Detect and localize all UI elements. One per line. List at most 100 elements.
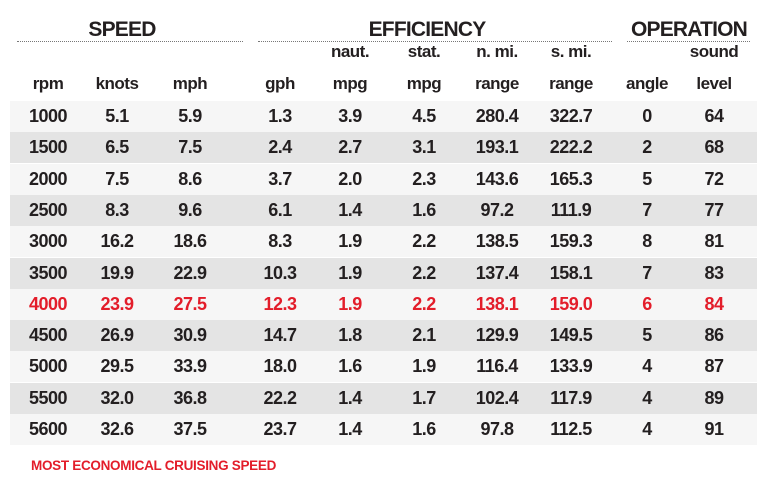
table-cell: 1.9 bbox=[338, 293, 362, 314]
column-header-bottom: mph bbox=[172, 74, 208, 93]
table-cell: 137.4 bbox=[475, 262, 519, 283]
column-header-top: stat. bbox=[407, 42, 441, 61]
table-cell: 1000 bbox=[28, 106, 68, 126]
table-cell: 1.3 bbox=[268, 106, 292, 126]
table-cell: 165.3 bbox=[549, 168, 593, 189]
table-cell: 129.9 bbox=[475, 325, 519, 346]
table-cell: 4500 bbox=[28, 325, 68, 346]
table-cell: 1.9 bbox=[338, 231, 362, 252]
table-cell: 29.5 bbox=[100, 356, 134, 377]
footnote: MOST ECONOMICAL CRUISING SPEED bbox=[31, 458, 277, 473]
table-cell: 32.0 bbox=[100, 387, 134, 408]
table-cell: 1.6 bbox=[412, 199, 436, 220]
table-row: 4500 26.9 30.9 14.7 1.8 2.1 129.9 149.5 5 86 bbox=[10, 320, 757, 352]
table-row: 1500 6.5 7.5 2.4 2.7 3.1 193.1 222.2 2 68 bbox=[10, 132, 757, 164]
table-cell: 6 bbox=[642, 293, 652, 314]
table-row: 1000 5.1 5.9 1.3 3.9 4.5 280.4 322.7 0 64 bbox=[10, 101, 757, 132]
table-cell: 23.9 bbox=[100, 293, 134, 314]
table-cell: 0 bbox=[642, 106, 652, 126]
column-header-top: sound bbox=[689, 42, 739, 61]
table-cell: 5.1 bbox=[105, 106, 129, 126]
table-cell: 18.0 bbox=[263, 356, 297, 377]
table-cell: 158.1 bbox=[549, 262, 593, 283]
column-header-bottom: range bbox=[475, 74, 519, 93]
column-header-top: naut. bbox=[330, 42, 370, 61]
table-cell: 68 bbox=[704, 137, 724, 158]
table-cell: 7.5 bbox=[178, 137, 202, 158]
table-cell: 138.1 bbox=[475, 293, 519, 314]
column-header-bottom: mpg bbox=[406, 74, 442, 93]
table-cell: 159.0 bbox=[549, 293, 593, 314]
table-cell: 1.4 bbox=[338, 199, 362, 220]
column-header-bottom: mpg bbox=[332, 74, 368, 93]
table-cell: 4 bbox=[642, 419, 652, 439]
efficiency-divider bbox=[258, 41, 612, 42]
column-header-bottom: rpm bbox=[32, 74, 64, 93]
table-cell: 5 bbox=[642, 168, 652, 189]
table-cell: 19.9 bbox=[100, 262, 134, 283]
table-cell: 4 bbox=[642, 387, 652, 408]
column-header-bottom: angle bbox=[626, 74, 668, 93]
table-cell: 4 bbox=[642, 356, 652, 377]
table-cell: 5 bbox=[642, 325, 652, 346]
table-row: 3000 16.2 18.6 8.3 1.9 2.2 138.5 159.3 8 81 bbox=[10, 226, 757, 258]
table-cell: 2500 bbox=[28, 199, 68, 220]
column-header-bottom: knots bbox=[95, 74, 139, 93]
table-cell: 97.8 bbox=[480, 419, 514, 439]
table-cell: 1.8 bbox=[338, 325, 362, 346]
table-cell: 16.2 bbox=[100, 231, 134, 252]
column-header-bottom: gph bbox=[265, 74, 295, 93]
table-cell: 27.5 bbox=[173, 293, 207, 314]
table-cell: 2.4 bbox=[268, 137, 292, 158]
table-cell: 111.9 bbox=[550, 199, 592, 220]
table-cell: 97.2 bbox=[480, 199, 514, 220]
table-cell: 2.3 bbox=[412, 168, 436, 189]
table-cell: 1.4 bbox=[338, 387, 362, 408]
table-cell: 5600 bbox=[28, 419, 68, 439]
table-cell: 87 bbox=[704, 356, 724, 377]
table-cell: 72 bbox=[704, 168, 724, 189]
table-cell: 36.8 bbox=[173, 387, 207, 408]
table-cell: 5500 bbox=[28, 387, 68, 408]
table-cell: 64 bbox=[704, 106, 724, 126]
table-cell: 22.9 bbox=[173, 262, 207, 283]
table-cell: 133.9 bbox=[549, 356, 593, 377]
table-cell: 3.9 bbox=[338, 106, 362, 126]
table-row: 2000 7.5 8.6 3.7 2.0 2.3 143.6 165.3 5 72 bbox=[10, 163, 757, 195]
table-cell: 33.9 bbox=[173, 356, 207, 377]
table-cell: 1.6 bbox=[412, 419, 436, 439]
table-cell: 2.7 bbox=[338, 137, 362, 158]
table-cell: 32.6 bbox=[100, 419, 134, 439]
table-cell: 8.3 bbox=[268, 231, 292, 252]
table-cell: 89 bbox=[704, 387, 724, 408]
table-cell: 18.6 bbox=[173, 231, 207, 252]
table-cell: 1.4 bbox=[338, 419, 362, 439]
speed-divider bbox=[17, 41, 243, 42]
table-cell: 6.5 bbox=[105, 137, 129, 158]
table-cell: 193.1 bbox=[475, 137, 519, 158]
table-row: 2500 8.3 9.6 6.1 1.4 1.6 97.2 111.9 7 77 bbox=[10, 194, 757, 226]
table-cell: 112.5 bbox=[550, 419, 592, 439]
table-cell: 3.7 bbox=[268, 168, 292, 189]
table-cell: 5.9 bbox=[178, 106, 202, 126]
table-cell: 9.6 bbox=[178, 199, 202, 220]
table-cell: 2 bbox=[642, 137, 652, 158]
table-cell: 1.9 bbox=[412, 356, 436, 377]
table-cell: 5000 bbox=[28, 356, 68, 377]
table-cell: 159.3 bbox=[549, 231, 593, 252]
table-cell: 10.3 bbox=[263, 262, 297, 283]
table-cell: 280.4 bbox=[475, 106, 519, 126]
table-cell: 1500 bbox=[28, 137, 68, 158]
table-cell: 7.5 bbox=[105, 168, 129, 189]
table-cell: 37.5 bbox=[173, 419, 207, 439]
table-cell: 86 bbox=[704, 325, 724, 346]
operation-divider bbox=[627, 41, 750, 42]
table-cell: 30.9 bbox=[173, 325, 207, 346]
table-cell: 23.7 bbox=[263, 419, 297, 439]
table-cell: 91 bbox=[704, 419, 724, 439]
table-cell: 8.3 bbox=[105, 199, 129, 220]
table-cell: 81 bbox=[704, 231, 724, 252]
table-row: 5600 32.6 37.5 23.7 1.4 1.6 97.8 112.5 4 91 bbox=[10, 414, 757, 445]
table-cell: 1.9 bbox=[338, 262, 362, 283]
table-cell: 22.2 bbox=[263, 387, 297, 408]
